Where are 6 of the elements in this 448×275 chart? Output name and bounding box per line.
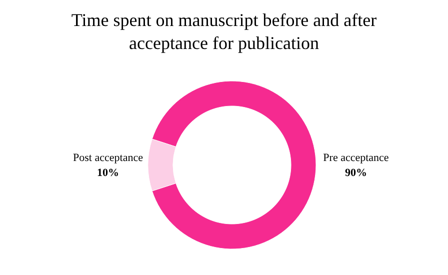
slice-label: Post acceptance xyxy=(73,152,144,164)
chart-title: Time spent on manuscript before and after acceptance for publication xyxy=(71,10,377,53)
data-label: 10% xyxy=(97,167,119,179)
donut-slice xyxy=(152,80,316,250)
slice-label: Pre acceptance xyxy=(323,152,389,164)
data-label: 90% xyxy=(345,167,367,179)
